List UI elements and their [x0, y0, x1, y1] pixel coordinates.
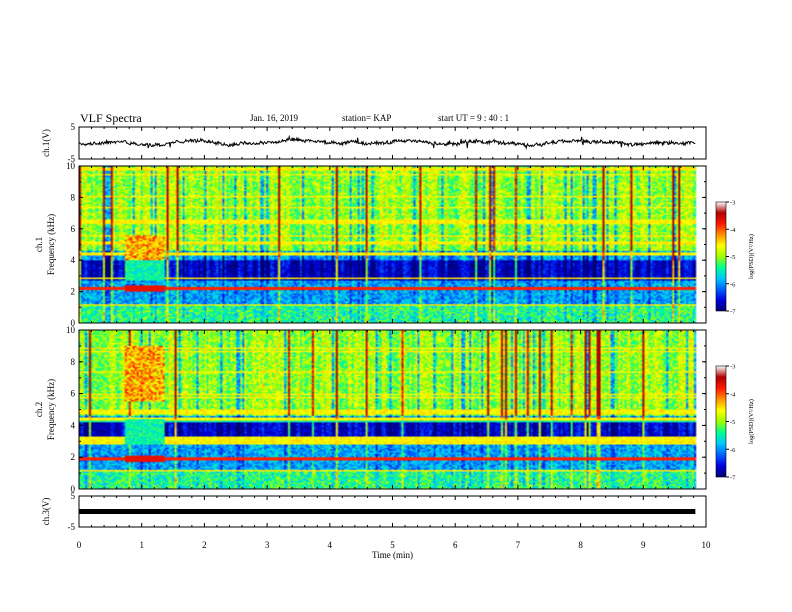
ch1-spectrogram-colorbar-tick: -3 — [730, 200, 735, 207]
ch1-waveform-trace — [78, 134, 696, 151]
xtick-label: 3 — [265, 540, 270, 550]
ch2-spectrogram-colorbar-tick: -6 — [730, 447, 736, 454]
xtick-label: 1 — [139, 540, 144, 550]
ch1-spectrogram-colorbar-tick: -5 — [730, 254, 735, 261]
start-time-label: start UT = 9 : 40 : 1 — [438, 113, 510, 123]
observation-date: Jan. 16, 2019 — [250, 113, 298, 123]
xtick-label: 2 — [202, 540, 207, 550]
ch1-spectrogram-colorbar-tick: -6 — [730, 281, 736, 288]
ch2-spectrogram-ytick-label: 6 — [71, 389, 76, 399]
ch1-waveform-ytick-label: -5 — [68, 154, 76, 164]
ch2-spectrogram-colorbar-label: log(PSD)(V²/Hz) — [748, 399, 755, 444]
ch2-spectrogram-colorbar — [715, 365, 727, 478]
ch1-spectrogram-ylabel: ch.1 — [34, 237, 44, 252]
ch2-spectrogram-colorbar-tick: -4 — [730, 391, 736, 398]
ch2-spectrogram-ylabel: Frequency (kHz) — [46, 379, 56, 440]
xtick-label: 7 — [516, 540, 521, 550]
ch1-spectrogram-colorbar-tick: -7 — [730, 309, 736, 316]
station-label: station= KAP — [342, 113, 392, 123]
ch2-spectrogram-ytick-label: 8 — [71, 357, 76, 367]
xtick-label: 8 — [578, 540, 583, 550]
ch1-waveform-ytick-label: 5 — [71, 122, 76, 132]
xtick-label: 4 — [328, 540, 333, 550]
ch3-waveform-trace — [79, 509, 696, 514]
ch1-spectrogram-ylabel: Frequency (kHz) — [46, 214, 56, 275]
xtick-label: 9 — [641, 540, 646, 550]
ch1-spectrogram-ytick-label: 10 — [66, 161, 76, 171]
ch2-spectrogram-ytick-label: 4 — [71, 420, 76, 430]
ch2-spectrogram-colorbar-tick: -3 — [730, 364, 735, 371]
xtick-label: 5 — [390, 540, 395, 550]
ch1-spectrogram-ytick-label: 6 — [71, 224, 76, 234]
ch1-spectrogram-image — [79, 166, 706, 323]
ch1-spectrogram-ytick-label: 2 — [71, 287, 76, 297]
ch1-spectrogram-colorbar-tick: -4 — [730, 227, 736, 234]
ch1-spectrogram-colorbar — [715, 201, 727, 312]
ch1-waveform-ylabel: ch.1(V) — [41, 129, 51, 157]
xtick-label: 10 — [702, 540, 712, 550]
x-axis-label: Time (min) — [372, 550, 413, 560]
ch1-spectrogram-colorbar-label: log(PSD)(V²/Hz) — [748, 234, 755, 279]
ch2-spectrogram-ytick-label: 0 — [71, 484, 76, 494]
ch2-spectrogram-ytick-label: 10 — [66, 325, 76, 335]
figure-title: VLF Spectra — [80, 111, 142, 125]
ch3-waveform-ylabel: ch.3(V) — [41, 498, 51, 526]
xtick-label: 6 — [453, 540, 458, 550]
ch2-spectrogram-ylabel: ch.2 — [34, 402, 44, 417]
ch2-spectrogram-ytick-label: 2 — [71, 452, 76, 462]
ch3-waveform-ytick-label: 5 — [71, 491, 76, 501]
ch2-spectrogram-colorbar-tick: -5 — [730, 419, 735, 426]
ch2-spectrogram-image — [79, 330, 706, 489]
ch3-waveform-ytick-label: -5 — [68, 522, 76, 532]
ch2-spectrogram-colorbar-tick: -7 — [730, 475, 736, 482]
xtick-label: 0 — [77, 540, 82, 550]
ch1-spectrogram-ytick-label: 0 — [71, 318, 76, 328]
ch1-spectrogram-ytick-label: 4 — [71, 255, 76, 265]
ch1-spectrogram-ytick-label: 8 — [71, 192, 76, 202]
